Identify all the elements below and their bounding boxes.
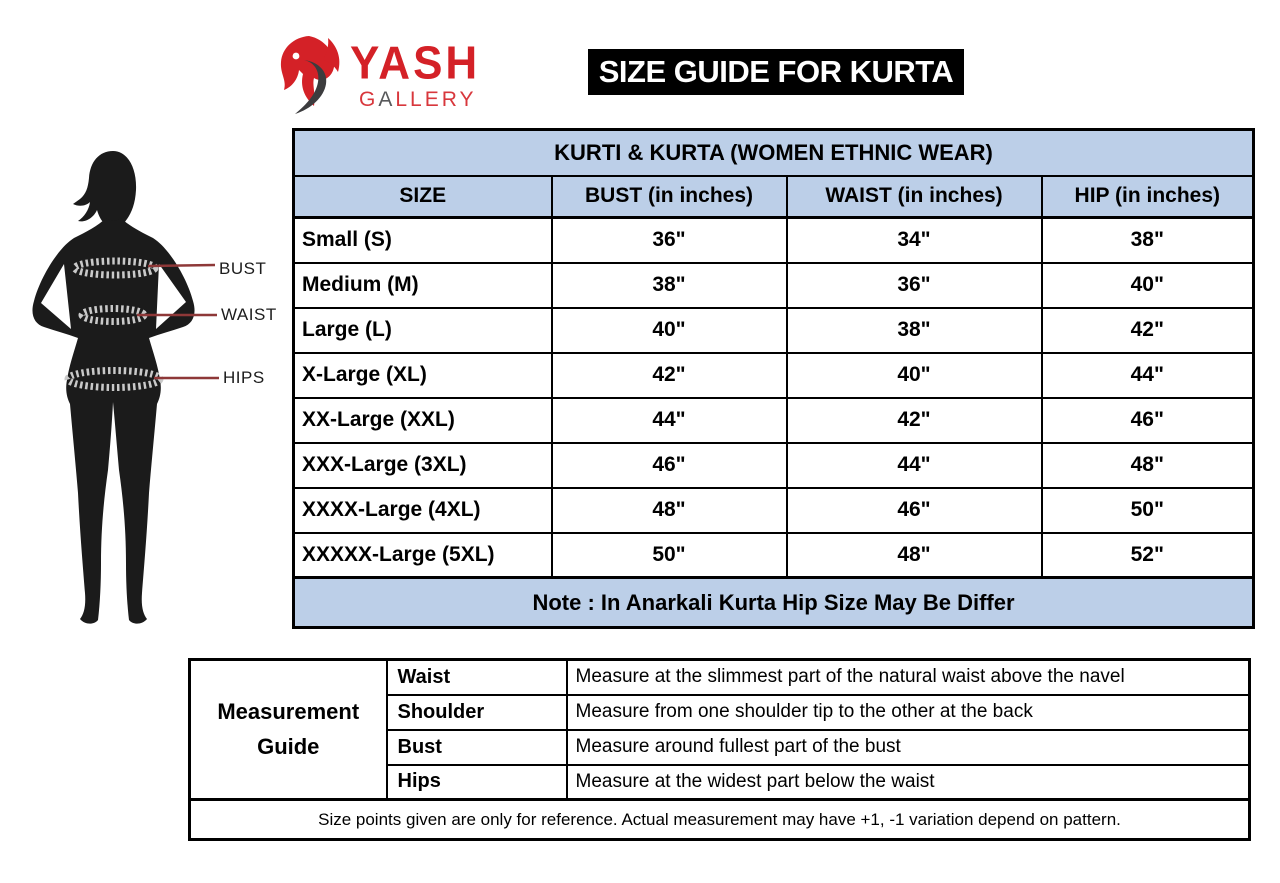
- hip-cell: 42": [1040, 306, 1255, 354]
- bust-cell: 44": [550, 396, 788, 444]
- waist-cell: 48": [785, 531, 1043, 579]
- col-header-size: SIZE: [292, 174, 553, 219]
- table-row: XX-Large (XXL) 44" 42" 46": [292, 396, 1255, 444]
- bust-cell: 36": [550, 216, 788, 264]
- col-header-bust: BUST (in inches): [550, 174, 788, 219]
- size-cell: Large (L): [292, 306, 553, 354]
- brand-logo-text: YASH GALLERY: [350, 34, 480, 110]
- bust-cell: 50": [550, 531, 788, 579]
- figure-label-hips: HIPS: [223, 368, 265, 387]
- waist-cell: 42": [785, 396, 1043, 444]
- measure-description: Measure around fullest part of the bust: [565, 728, 1251, 766]
- waist-cell: 34": [785, 216, 1043, 264]
- brand-logo-icon: [280, 36, 340, 114]
- hip-cell: 48": [1040, 441, 1255, 489]
- table-row: Small (S) 36" 34" 38": [292, 216, 1255, 264]
- measure-description: Measure from one shoulder tip to the oth…: [565, 693, 1251, 731]
- bust-cell: 42": [550, 351, 788, 399]
- measure-row: Shoulder Measure from one shoulder tip t…: [190, 693, 1251, 731]
- size-cell: Small (S): [292, 216, 553, 264]
- waist-cell: 36": [785, 261, 1043, 309]
- size-table-title: KURTI & KURTA (WOMEN ETHNIC WEAR): [292, 128, 1255, 177]
- female-silhouette-graphic: [32, 151, 219, 624]
- hip-cell: 40": [1040, 261, 1255, 309]
- size-cell: XX-Large (XXL): [292, 396, 553, 444]
- bust-cell: 40": [550, 306, 788, 354]
- logo-swirl-shape: [295, 60, 327, 114]
- measurement-guide-table: Measurement Guide Waist Measure at the s…: [188, 658, 1251, 841]
- page-title: SIZE GUIDE FOR KURTA: [588, 49, 964, 95]
- waist-cell: 44": [785, 441, 1043, 489]
- bust-cell: 46": [550, 441, 788, 489]
- measure-label: Bust: [385, 728, 568, 766]
- logo-face-shape: [280, 36, 335, 106]
- brand-subname: GALLERY: [359, 89, 480, 110]
- hip-cell: 38": [1040, 216, 1255, 264]
- silhouette-head: [73, 151, 137, 225]
- size-table-header-row: SIZE BUST (in inches) WAIST (in inches) …: [292, 174, 1255, 219]
- waist-cell: 40": [785, 351, 1043, 399]
- size-table-title-row: KURTI & KURTA (WOMEN ETHNIC WEAR): [292, 128, 1255, 177]
- table-row: Large (L) 40" 38" 42": [292, 306, 1255, 354]
- hip-cell: 46": [1040, 396, 1255, 444]
- size-table: KURTI & KURTA (WOMEN ETHNIC WEAR) SIZE B…: [292, 128, 1256, 629]
- brand-subname-rest: LLERY: [395, 88, 477, 111]
- size-table-note-row: Note : In Anarkali Kurta Hip Size May Be…: [292, 576, 1255, 629]
- logo-horn-shape: [323, 38, 340, 72]
- size-cell: X-Large (XL): [292, 351, 553, 399]
- silhouette-body: [32, 218, 195, 624]
- measure-footnote-row: Size points given are only for reference…: [188, 798, 1251, 841]
- measure-row: Measurement Guide Waist Measure at the s…: [188, 658, 1251, 801]
- measure-row: Bust Measure around fullest part of the …: [190, 728, 1251, 766]
- hip-cell: 44": [1040, 351, 1255, 399]
- bust-cell: 38": [550, 261, 788, 309]
- size-cell: XXXX-Large (4XL): [292, 486, 553, 534]
- measure-row: Hips Measure at the widest part below th…: [190, 763, 1251, 801]
- measure-description: Measure at the widest part below the wai…: [565, 763, 1251, 801]
- hip-cell: 52": [1040, 531, 1255, 579]
- waist-cell: 38": [785, 306, 1043, 354]
- bust-cell: 48": [550, 486, 788, 534]
- col-header-hip: HIP (in inches): [1040, 174, 1255, 219]
- col-header-waist: WAIST (in inches): [785, 174, 1043, 219]
- brand-name: YASH: [350, 37, 481, 90]
- measure-label: Waist: [385, 658, 568, 696]
- bust-tape-line: [71, 257, 159, 279]
- figure-label-waist: WAIST: [221, 305, 277, 324]
- brand-subname-a: A: [378, 88, 396, 111]
- brand-subname-g: G: [359, 88, 379, 111]
- table-row: XXXX-Large (4XL) 48" 46" 50": [292, 486, 1255, 534]
- table-row: Medium (M) 38" 36" 40": [292, 261, 1255, 309]
- figure-label-bust: BUST: [219, 259, 267, 278]
- size-cell: XXX-Large (3XL): [292, 441, 553, 489]
- measurement-footnote: Size points given are only for reference…: [188, 798, 1251, 841]
- table-row: XXXXX-Large (5XL) 50" 48" 52": [292, 531, 1255, 579]
- table-row: XXX-Large (3XL) 46" 44" 48": [292, 441, 1255, 489]
- bust-pointer-line: [147, 263, 216, 268]
- waist-cell: 46": [785, 486, 1043, 534]
- table-row: X-Large (XL) 42" 40" 44": [292, 351, 1255, 399]
- hip-cell: 50": [1040, 486, 1255, 534]
- measure-label: Shoulder: [385, 693, 568, 731]
- measurement-figure: BUST WAIST HIPS: [10, 138, 295, 638]
- measure-label: Hips: [385, 763, 568, 801]
- size-cell: XXXXX-Large (5XL): [292, 531, 553, 579]
- measure-description: Measure at the slimmest part of the natu…: [565, 658, 1251, 696]
- brand-logo: YASH GALLERY: [276, 34, 480, 116]
- size-table-note: Note : In Anarkali Kurta Hip Size May Be…: [292, 576, 1255, 629]
- measurement-guide-title: Measurement Guide: [188, 658, 388, 801]
- size-cell: Medium (M): [292, 261, 553, 309]
- logo-eye-dot: [292, 52, 300, 60]
